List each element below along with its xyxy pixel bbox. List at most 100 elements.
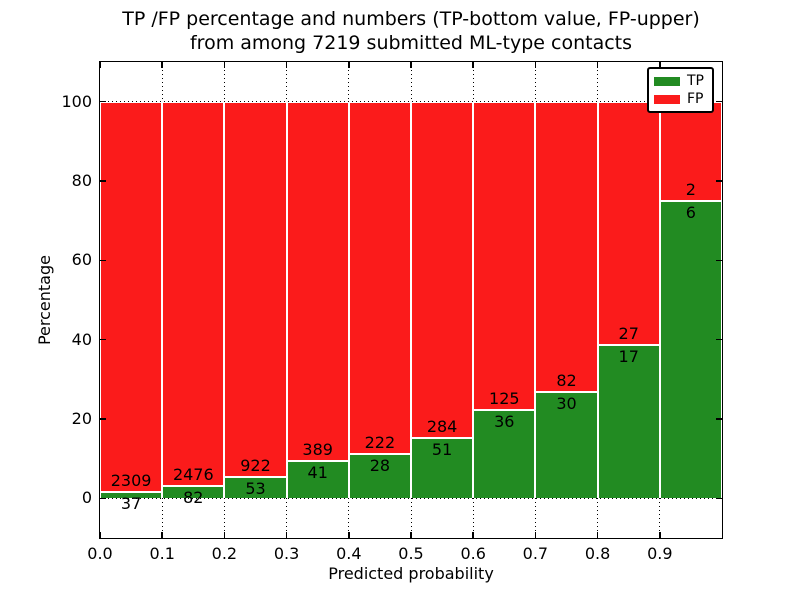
x-tick-mark <box>223 532 226 538</box>
x-tick-mark-top <box>659 62 661 68</box>
x-tick-mark-top <box>410 62 412 68</box>
x-tick-mark-top <box>285 62 288 68</box>
bar-segment-fp <box>100 101 163 493</box>
x-tick-label: 0.5 <box>398 544 424 563</box>
bar-count-label-tp: 30 <box>556 394 577 414</box>
y-tick-mark-right <box>716 497 722 500</box>
x-tick-label: 0.9 <box>647 544 673 563</box>
bar-count-label-fp: 922 <box>240 455 271 475</box>
bar-count-label-fp: 222 <box>364 432 396 452</box>
x-tick-label: 0.7 <box>522 544 549 563</box>
x-tick-label: 0.2 <box>211 544 238 563</box>
y-tick-label: 20 <box>71 409 92 428</box>
x-tick-mark-top <box>348 62 350 68</box>
chart-title: TP /FP percentage and numbers (TP-bottom… <box>100 7 722 55</box>
x-tick-mark-top <box>223 62 226 68</box>
y-tick-label: 80 <box>71 171 92 190</box>
bar-segment-fp <box>286 101 349 461</box>
bar-segment-tp <box>411 437 474 499</box>
x-tick-mark-top <box>161 62 163 68</box>
bar-segment-tp <box>597 345 660 499</box>
x-tick-label: 0.0 <box>87 544 113 563</box>
x-tick-mark <box>472 532 474 538</box>
bar-count-label-tp: 28 <box>369 455 391 475</box>
x-tick-label: 0.1 <box>149 544 175 563</box>
bar-segment-tp <box>659 200 722 499</box>
bar-count-label-tp: 6 <box>685 202 696 222</box>
bar-segment-fp <box>659 101 722 201</box>
bar-count-label-tp: 36 <box>494 411 515 431</box>
bar-count-label-fp: 82 <box>556 371 577 391</box>
bar-count-label-tp: 53 <box>245 478 266 498</box>
x-tick-mark <box>659 532 661 538</box>
legend-entry-tp: TP <box>654 74 712 88</box>
bar-segment-tp <box>473 409 536 499</box>
legend-entry-fp: FP <box>654 92 712 106</box>
x-tick-mark-top <box>596 62 599 68</box>
bar-count-label-fp: 27 <box>618 324 639 344</box>
y-tick-mark-right <box>716 338 722 341</box>
y-tick-mark-right <box>716 100 722 103</box>
bar-segment-fp <box>224 101 287 477</box>
bar-segment-fp <box>411 101 474 438</box>
bar-count-label-tp: 51 <box>431 439 453 459</box>
chart-title-line1: TP /FP percentage and numbers (TP-bottom… <box>122 8 700 30</box>
x-tick-mark <box>99 532 101 538</box>
bar-count-label-fp: 125 <box>489 388 520 408</box>
x-tick-mark <box>596 532 599 538</box>
y-tick-mark-right <box>716 259 722 262</box>
x-tick-mark-top <box>534 62 537 68</box>
x-tick-label: 0.8 <box>584 544 611 563</box>
legend-swatch-tp-icon <box>654 76 680 86</box>
bar-segment-fp <box>597 101 660 346</box>
legend-swatch-fp-icon <box>654 94 680 104</box>
y-tick-label: 60 <box>71 250 92 270</box>
bar-segment-tp <box>535 392 598 499</box>
y-tick-mark-right <box>716 418 722 420</box>
bar-count-label-tp: 17 <box>618 347 639 367</box>
y-tick-mark <box>100 418 106 420</box>
x-tick-label: 0.3 <box>273 544 300 563</box>
y-tick-label: 40 <box>71 329 92 349</box>
x-tick-mark <box>285 532 288 538</box>
x-tick-mark <box>534 532 537 538</box>
bar-segment-tp <box>286 460 349 499</box>
bar-count-label-tp: 82 <box>183 487 204 507</box>
bar-segment-fp <box>162 101 225 486</box>
chart-title-line2: from among 7219 submitted ML-type contac… <box>189 32 633 54</box>
bar-segment-fp <box>473 101 536 410</box>
bar-segment-tp <box>348 453 411 499</box>
bar-count-label-fp: 2309 <box>110 471 152 491</box>
bar-count-label-fp: 389 <box>302 439 333 459</box>
legend-label-tp: TP <box>687 73 704 89</box>
bar-segment-fp <box>535 101 598 393</box>
legend-label-fp: FP <box>687 91 704 107</box>
y-tick-mark <box>100 338 106 341</box>
y-tick-mark <box>100 259 106 262</box>
y-tick-label: 100 <box>61 91 92 111</box>
bar-count-label-fp: 2476 <box>172 464 214 484</box>
bar-count-label-fp: 284 <box>426 416 458 436</box>
bar-segment-fp <box>348 101 411 454</box>
y-tick-mark <box>100 497 106 500</box>
x-tick-mark-top <box>99 62 101 68</box>
x-tick-label: 0.6 <box>460 544 486 563</box>
x-tick-mark <box>410 532 412 538</box>
bar-count-label-fp: 2 <box>685 179 696 199</box>
x-tick-mark <box>348 532 350 538</box>
bar-count-label-tp: 37 <box>120 494 142 514</box>
y-axis-label: Percentage <box>35 255 54 346</box>
bar-count-label-tp: 41 <box>307 462 328 482</box>
x-tick-mark-top <box>472 62 474 68</box>
x-tick-label: 0.4 <box>336 544 362 563</box>
bar-segment-tp <box>100 492 163 499</box>
legend: TP FP <box>647 67 714 113</box>
y-tick-mark <box>100 180 106 182</box>
y-tick-label: 0 <box>81 488 92 508</box>
y-tick-mark-right <box>716 180 722 182</box>
x-axis-label: Predicted probability <box>328 564 494 583</box>
bar-segment-tp <box>224 476 287 499</box>
bar-segment-tp <box>162 485 225 499</box>
x-tick-mark <box>161 532 163 538</box>
